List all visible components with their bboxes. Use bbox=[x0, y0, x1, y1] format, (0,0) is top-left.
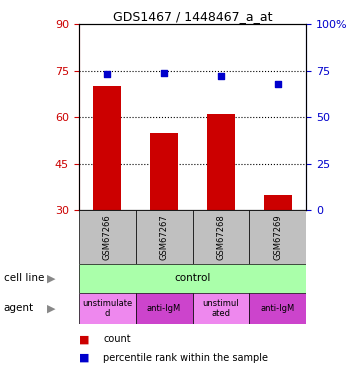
Text: anti-IgM: anti-IgM bbox=[147, 304, 181, 313]
Text: ▶: ▶ bbox=[47, 273, 55, 284]
Text: percentile rank within the sample: percentile rank within the sample bbox=[103, 353, 268, 363]
Bar bbox=[264, 195, 292, 210]
Text: unstimulate
d: unstimulate d bbox=[82, 299, 132, 318]
Bar bbox=[79, 292, 136, 324]
Text: GSM67268: GSM67268 bbox=[216, 214, 225, 260]
Text: agent: agent bbox=[4, 303, 34, 313]
Bar bbox=[249, 210, 306, 264]
Text: anti-IgM: anti-IgM bbox=[261, 304, 295, 313]
Bar bbox=[79, 210, 136, 264]
Bar bbox=[193, 210, 249, 264]
Text: control: control bbox=[174, 273, 211, 284]
Text: ■: ■ bbox=[79, 334, 89, 344]
Bar bbox=[136, 210, 193, 264]
Point bbox=[161, 70, 167, 76]
Bar bbox=[93, 86, 121, 210]
Text: count: count bbox=[103, 334, 131, 344]
Text: unstimul
ated: unstimul ated bbox=[203, 299, 239, 318]
Point bbox=[275, 81, 281, 87]
Text: GSM67266: GSM67266 bbox=[103, 214, 112, 260]
Point bbox=[104, 72, 110, 78]
Title: GDS1467 / 1448467_a_at: GDS1467 / 1448467_a_at bbox=[113, 10, 272, 23]
Text: GSM67267: GSM67267 bbox=[160, 214, 169, 260]
Bar bbox=[249, 292, 306, 324]
Text: GSM67269: GSM67269 bbox=[273, 214, 282, 260]
Bar bbox=[193, 292, 249, 324]
Text: cell line: cell line bbox=[4, 273, 44, 284]
Point bbox=[218, 74, 224, 80]
Text: ▶: ▶ bbox=[47, 303, 55, 313]
Bar bbox=[150, 133, 178, 210]
Text: ■: ■ bbox=[79, 353, 89, 363]
Bar bbox=[207, 114, 235, 210]
Bar bbox=[136, 292, 193, 324]
